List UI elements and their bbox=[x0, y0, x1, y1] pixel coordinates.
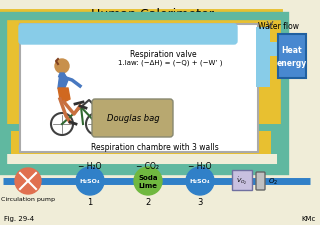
Circle shape bbox=[15, 168, 41, 194]
Bar bbox=[2, 127, 280, 167]
Text: − H₂O: − H₂O bbox=[78, 161, 102, 170]
Bar bbox=[3, 154, 317, 204]
Circle shape bbox=[55, 60, 69, 74]
Bar bbox=[4, 129, 11, 164]
FancyBboxPatch shape bbox=[232, 170, 252, 190]
Text: Heat
energy: Heat energy bbox=[277, 46, 307, 68]
FancyBboxPatch shape bbox=[256, 172, 265, 190]
Text: Respiration chambre with 3 walls: Respiration chambre with 3 walls bbox=[91, 142, 219, 151]
Text: Respiration valve: Respiration valve bbox=[130, 50, 196, 59]
FancyBboxPatch shape bbox=[19, 25, 237, 45]
Text: Fig. 29-4: Fig. 29-4 bbox=[4, 215, 34, 221]
Text: H₂SO₄: H₂SO₄ bbox=[190, 179, 210, 184]
Text: $O_2$: $O_2$ bbox=[268, 176, 278, 186]
Text: Circulation pump: Circulation pump bbox=[1, 196, 55, 201]
Text: 2: 2 bbox=[145, 197, 151, 206]
Polygon shape bbox=[58, 89, 70, 103]
Text: 1: 1 bbox=[87, 197, 92, 206]
Circle shape bbox=[134, 167, 162, 195]
Bar bbox=[4, 156, 278, 164]
Bar bbox=[6, 17, 276, 161]
Text: Douglas bag: Douglas bag bbox=[107, 114, 159, 123]
Bar bbox=[256, 28, 270, 88]
Text: − H₂O: − H₂O bbox=[188, 161, 212, 170]
Bar bbox=[278, 35, 306, 79]
Polygon shape bbox=[58, 74, 68, 91]
Text: 1.law: (−ΔH) = (−Q) + (−W’ ): 1.law: (−ΔH) = (−Q) + (−W’ ) bbox=[118, 60, 222, 66]
Text: Human Calorimeter: Human Calorimeter bbox=[91, 8, 213, 21]
Text: Soda
Lime: Soda Lime bbox=[138, 174, 158, 188]
Bar bbox=[3, 17, 285, 171]
Text: H₂SO₄: H₂SO₄ bbox=[80, 179, 100, 184]
Text: − CO₂: − CO₂ bbox=[137, 161, 159, 170]
FancyBboxPatch shape bbox=[92, 99, 173, 137]
Bar bbox=[20, 25, 258, 152]
Bar bbox=[269, 43, 279, 57]
Circle shape bbox=[76, 167, 104, 195]
Circle shape bbox=[186, 167, 214, 195]
Text: Water flow: Water flow bbox=[258, 22, 299, 31]
Text: $\dot{V}_{O_2}$: $\dot{V}_{O_2}$ bbox=[236, 175, 248, 186]
Text: 3: 3 bbox=[197, 197, 203, 206]
Bar bbox=[271, 129, 278, 164]
Text: KMc: KMc bbox=[302, 215, 316, 221]
